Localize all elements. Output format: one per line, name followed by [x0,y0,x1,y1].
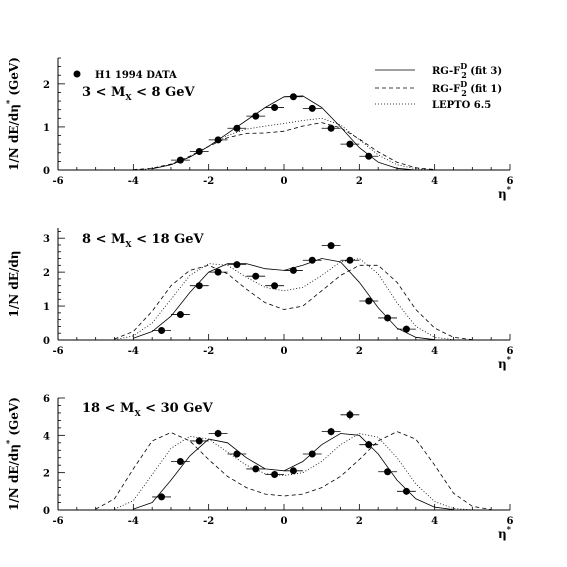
data-point [289,467,297,475]
x-tick-label: 6 [507,346,514,357]
y-axis-label: 1/N dE/dη* (GeV) [4,397,21,511]
panel-label: 18 < MX < 30 GeV [82,401,214,418]
data-point [402,487,410,495]
x-tick-label: 2 [356,346,363,357]
panels-group: -6 -4 -2 0 2 4 6 0 1 2 η* 1/N dE/dη* (GeV) 3 < MX < … [4,57,514,541]
legend-fit3-label: RG-FD 2 (fit 3) [432,61,502,80]
data-point [252,272,260,280]
x-axis-label: η* [498,354,512,371]
x-tick-label: -2 [203,516,214,527]
data-point [327,428,335,436]
data-point [346,256,354,264]
x-axis-label: η* [498,184,512,201]
x-axis-label: η* [498,524,512,541]
data-point [195,282,203,290]
x-tick-label: -6 [52,346,63,357]
x-tick-label: 6 [507,516,514,527]
data-point [346,411,354,419]
data-point [327,124,335,132]
legend-lepto-label: LEPTO 6.5 [432,100,491,111]
data-point [271,471,279,479]
data-point [252,465,260,473]
curve-dotted [114,258,454,341]
x-tick-label: -4 [128,346,139,357]
x-tick-label: 4 [431,176,438,187]
data-point [195,437,203,445]
y-tick-label: 0 [43,166,50,177]
x-tick-label: -4 [128,516,139,527]
y-tick-label: 2 [43,469,50,480]
data-point [289,266,297,274]
x-tick-label: 6 [507,176,514,187]
x-tick-label: -4 [128,176,139,187]
x-tick-label: -2 [203,176,214,187]
y-tick-label: 4 [43,431,50,442]
data-point [214,268,222,276]
y-tick-label: 3 [43,234,50,245]
data-point [327,242,335,250]
data-point [176,311,184,319]
panel-2: -6 -4 -2 0 2 4 6 0 1 2 3 η* 1/N dE/dη 8 < MX < 18 GeV [7,228,514,371]
curve-solid [152,95,416,171]
x-tick-label: 4 [431,346,438,357]
y-tick-label: 6 [43,394,50,405]
data-point [233,124,241,132]
data-point [271,104,279,112]
data-point [271,282,279,290]
data-point [195,147,203,155]
data-point [233,261,241,269]
data-point [365,152,373,160]
legend-fit1-label: RG-FD 2 (fit 1) [432,79,502,98]
data-point [308,256,316,264]
panel-label: 8 < MX < 18 GeV [82,232,205,249]
data-point [214,429,222,437]
x-tick-label: -6 [52,176,63,187]
y-tick-label: 1 [43,302,50,313]
x-tick-label: -2 [203,346,214,357]
data-point [384,314,392,322]
data-point [365,297,373,305]
y-tick-label: 0 [43,336,50,347]
data-point [176,457,184,465]
data-point [365,441,373,449]
data-point [308,450,316,458]
data-point [402,325,410,333]
data-point [346,140,354,148]
y-axis-label: 1/N dE/dη* (GeV) [4,57,21,171]
x-tick-label: -6 [52,516,63,527]
curve-dashed [114,264,473,341]
curve-solid [133,433,454,510]
data-point [233,450,241,458]
data-point [289,93,297,101]
data-point [158,326,166,334]
data-point [308,104,316,112]
y-axis-label: 1/N dE/dη [7,251,21,318]
data-point [384,468,392,476]
panel-1: -6 -4 -2 0 2 4 6 0 1 2 η* 1/N dE/dη* (GeV) 3 < MX < … [4,57,514,201]
x-tick-label: 2 [356,516,363,527]
data-point [214,136,222,144]
data-point [158,493,166,501]
data-point [176,156,184,164]
y-tick-label: 0 [43,506,50,517]
y-tick-label: 1 [43,123,50,134]
x-tick-label: 0 [281,516,288,527]
x-tick-label: 2 [356,176,363,187]
x-tick-label: 0 [281,346,288,357]
x-tick-label: 4 [431,516,438,527]
x-tick-label: 0 [281,176,288,187]
data-point [252,112,260,120]
legend: H1 1994 DATA RG-FD 2 (fit 3) RG-FD 2 (fit … [73,61,502,111]
curve-dashed [95,431,492,510]
y-tick-label: 2 [43,268,50,279]
legend-data-label: H1 1994 DATA [95,70,177,81]
y-tick-label: 2 [43,80,50,91]
legend-data-marker [73,70,81,78]
panel-label: 3 < MX < 8 GeV [82,85,195,102]
